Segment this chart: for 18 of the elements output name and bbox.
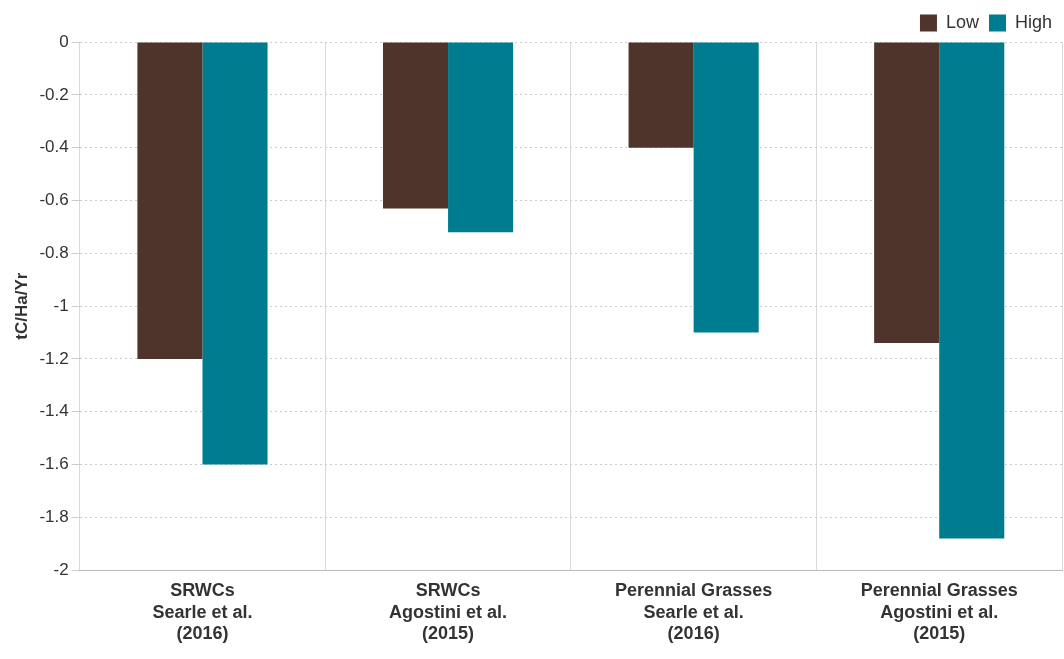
y-tick-label: -0.4 bbox=[39, 137, 69, 157]
y-tick-label: -0.2 bbox=[39, 84, 69, 104]
x-tick-label: Perennial Grasses Searle et al. (2016) bbox=[615, 579, 773, 644]
y-tick-label: -1.8 bbox=[39, 507, 69, 527]
legend-label: Low bbox=[945, 11, 980, 32]
y-tick-label: -2 bbox=[53, 559, 69, 579]
x-tick-label: SRWCs Searle et al. (2016) bbox=[152, 579, 253, 644]
legend-label: High bbox=[1014, 11, 1053, 32]
y-tick-label: -0.8 bbox=[39, 242, 69, 262]
y-tick-label: -1 bbox=[53, 295, 69, 315]
y-tick-label: -1.4 bbox=[39, 401, 69, 421]
y-tick-label: 0 bbox=[59, 31, 69, 51]
x-tick-label: Perennial Grasses Agostini et al. (2015) bbox=[860, 579, 1018, 644]
y-tick-label: -0.6 bbox=[39, 190, 69, 210]
x-tick-label: SRWCs Agostini et al. (2015) bbox=[389, 579, 508, 644]
y-axis-title: tC/Ha/Yr bbox=[11, 272, 31, 340]
y-tick-label: -1.6 bbox=[39, 454, 69, 474]
y-tick-label: -1.2 bbox=[39, 348, 69, 368]
